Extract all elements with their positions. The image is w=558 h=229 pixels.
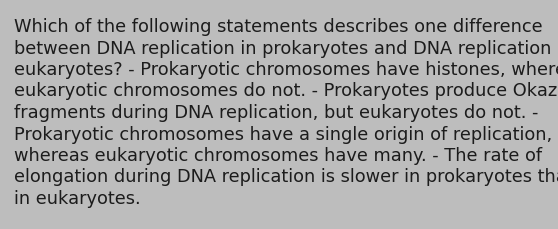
- Text: eukaryotes? - Prokaryotic chromosomes have histones, whereas: eukaryotes? - Prokaryotic chromosomes ha…: [14, 61, 558, 79]
- Text: in eukaryotes.: in eukaryotes.: [14, 189, 141, 207]
- Text: Which of the following statements describes one difference: Which of the following statements descri…: [14, 18, 542, 36]
- Text: fragments during DNA replication, but eukaryotes do not. -: fragments during DNA replication, but eu…: [14, 104, 538, 121]
- Text: Prokaryotic chromosomes have a single origin of replication,: Prokaryotic chromosomes have a single or…: [14, 125, 552, 143]
- Text: elongation during DNA replication is slower in prokaryotes than: elongation during DNA replication is slo…: [14, 168, 558, 186]
- Text: between DNA replication in prokaryotes and DNA replication in: between DNA replication in prokaryotes a…: [14, 39, 558, 57]
- Text: eukaryotic chromosomes do not. - Prokaryotes produce Okazaki: eukaryotic chromosomes do not. - Prokary…: [14, 82, 558, 100]
- Text: whereas eukaryotic chromosomes have many. - The rate of: whereas eukaryotic chromosomes have many…: [14, 146, 542, 164]
